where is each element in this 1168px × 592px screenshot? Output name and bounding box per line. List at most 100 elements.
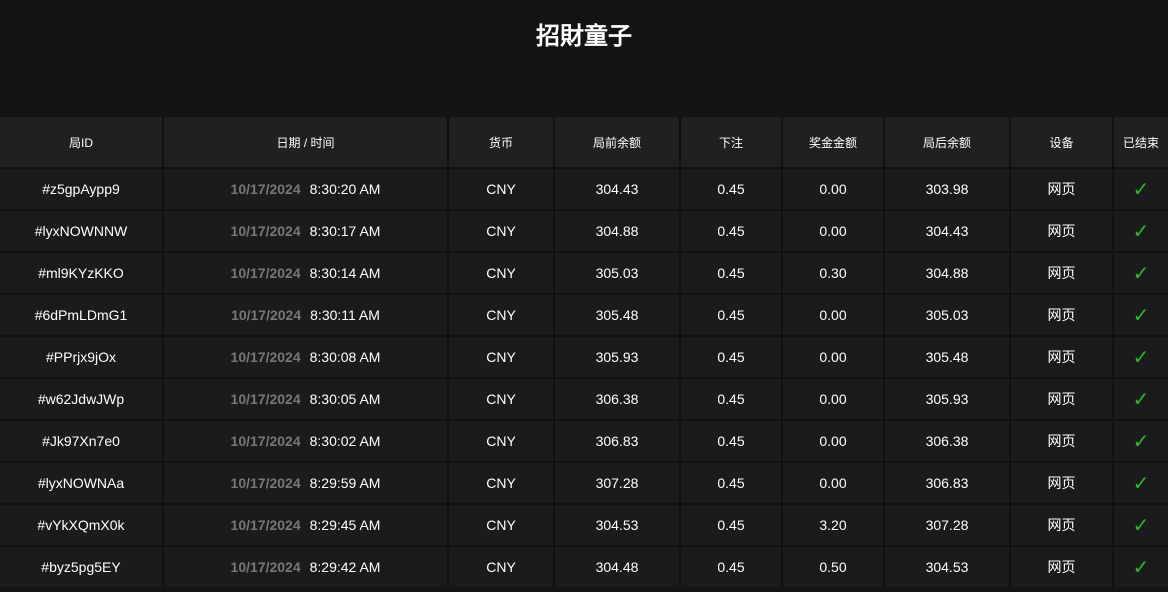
balance-after-cell: 304.88 bbox=[885, 253, 1009, 293]
header-device: 设备 bbox=[1011, 117, 1112, 167]
date: 10/17/2024 bbox=[230, 433, 301, 449]
finished-icon-cell: ✓ bbox=[1114, 295, 1168, 335]
date: 10/17/2024 bbox=[231, 307, 302, 323]
date: 10/17/2024 bbox=[230, 517, 301, 533]
datetime-cell: 10/17/2024 8:29:59 AM bbox=[164, 463, 447, 503]
device-cell: 网页 bbox=[1011, 505, 1112, 545]
finished-icon-cell: ✓ bbox=[1114, 547, 1168, 587]
date: 10/17/2024 bbox=[230, 223, 301, 239]
finished-icon-cell: ✓ bbox=[1114, 211, 1168, 251]
header-datetime: 日期 / 时间 bbox=[164, 117, 447, 167]
check-icon: ✓ bbox=[1132, 304, 1150, 327]
win-amount-cell: 0.30 bbox=[783, 253, 883, 293]
balance-before-cell: 304.88 bbox=[555, 211, 679, 251]
bet-cell: 0.45 bbox=[681, 295, 781, 335]
header-finished: 已结束 bbox=[1114, 117, 1168, 167]
currency-cell: CNY bbox=[449, 547, 553, 587]
page-title: 招財童子 bbox=[536, 23, 632, 50]
balance-after-cell: 306.38 bbox=[885, 421, 1009, 461]
round-id-cell[interactable]: #z5gpAypp9 bbox=[0, 169, 162, 209]
date: 10/17/2024 bbox=[230, 349, 301, 365]
win-amount-cell: 0.00 bbox=[783, 211, 883, 251]
currency-cell: CNY bbox=[449, 421, 553, 461]
date: 10/17/2024 bbox=[230, 391, 301, 407]
balance-before-cell: 306.83 bbox=[555, 421, 679, 461]
balance-after-cell: 304.43 bbox=[885, 211, 1009, 251]
currency-cell: CNY bbox=[449, 169, 553, 209]
device-cell: 网页 bbox=[1011, 337, 1112, 377]
balance-after-cell: 306.83 bbox=[885, 463, 1009, 503]
check-icon: ✓ bbox=[1132, 430, 1150, 453]
bet-cell: 0.45 bbox=[681, 421, 781, 461]
time: 8:30:08 AM bbox=[309, 349, 381, 365]
header-bet: 下注 bbox=[681, 117, 781, 167]
win-amount-cell: 0.00 bbox=[783, 379, 883, 419]
round-id-cell[interactable]: #byz5pg5EY bbox=[0, 547, 162, 587]
device-cell: 网页 bbox=[1011, 421, 1112, 461]
bet-cell: 0.45 bbox=[681, 253, 781, 293]
check-icon: ✓ bbox=[1132, 262, 1150, 285]
datetime-cell: 10/17/2024 8:30:02 AM bbox=[164, 421, 447, 461]
date: 10/17/2024 bbox=[230, 181, 301, 197]
round-id-cell[interactable]: #lyxNOWNAa bbox=[0, 463, 162, 503]
datetime-cell: 10/17/2024 8:30:14 AM bbox=[164, 253, 447, 293]
check-icon: ✓ bbox=[1132, 556, 1150, 579]
balance-before-cell: 307.28 bbox=[555, 463, 679, 503]
currency-cell: CNY bbox=[449, 463, 553, 503]
currency-cell: CNY bbox=[449, 295, 553, 335]
balance-after-cell: 307.28 bbox=[885, 505, 1009, 545]
header-win: 奖金金额 bbox=[783, 117, 883, 167]
balance-after-cell: 305.93 bbox=[885, 379, 1009, 419]
balance-before-cell: 304.43 bbox=[555, 169, 679, 209]
finished-icon-cell: ✓ bbox=[1114, 505, 1168, 545]
balance-before-cell: 304.53 bbox=[555, 505, 679, 545]
win-amount-cell: 0.00 bbox=[783, 463, 883, 503]
header-balance-before: 局前余额 bbox=[555, 117, 679, 167]
balance-before-cell: 305.93 bbox=[555, 337, 679, 377]
currency-cell: CNY bbox=[449, 379, 553, 419]
balance-before-cell: 306.38 bbox=[555, 379, 679, 419]
finished-icon-cell: ✓ bbox=[1114, 337, 1168, 377]
time: 8:30:05 AM bbox=[309, 391, 381, 407]
round-id-cell[interactable]: #w62JdwJWp bbox=[0, 379, 162, 419]
datetime-cell: 10/17/2024 8:29:45 AM bbox=[164, 505, 447, 545]
round-id-cell[interactable]: #ml9KYzKKO bbox=[0, 253, 162, 293]
datetime-cell: 10/17/2024 8:30:11 AM bbox=[164, 295, 447, 335]
device-cell: 网页 bbox=[1011, 253, 1112, 293]
currency-cell: CNY bbox=[449, 505, 553, 545]
round-id-cell[interactable]: #vYkXQmX0k bbox=[0, 505, 162, 545]
bet-cell: 0.45 bbox=[681, 505, 781, 545]
datetime-cell: 10/17/2024 8:30:20 AM bbox=[164, 169, 447, 209]
balance-after-cell: 304.53 bbox=[885, 547, 1009, 587]
currency-cell: CNY bbox=[449, 253, 553, 293]
win-amount-cell: 0.00 bbox=[783, 295, 883, 335]
round-id-cell[interactable]: #PPrjx9jOx bbox=[0, 337, 162, 377]
device-cell: 网页 bbox=[1011, 211, 1112, 251]
finished-icon-cell: ✓ bbox=[1114, 463, 1168, 503]
currency-cell: CNY bbox=[449, 211, 553, 251]
check-icon: ✓ bbox=[1132, 514, 1150, 537]
check-icon: ✓ bbox=[1132, 178, 1150, 201]
time: 8:30:14 AM bbox=[309, 265, 381, 281]
balance-before-cell: 305.03 bbox=[555, 253, 679, 293]
bet-cell: 0.45 bbox=[681, 337, 781, 377]
datetime-cell: 10/17/2024 8:30:05 AM bbox=[164, 379, 447, 419]
bet-cell: 0.45 bbox=[681, 547, 781, 587]
finished-icon-cell: ✓ bbox=[1114, 421, 1168, 461]
datetime-cell: 10/17/2024 8:30:17 AM bbox=[164, 211, 447, 251]
time: 8:30:17 AM bbox=[309, 223, 381, 239]
datetime-cell: 10/17/2024 8:30:08 AM bbox=[164, 337, 447, 377]
time: 8:30:02 AM bbox=[309, 433, 381, 449]
bet-cell: 0.45 bbox=[681, 379, 781, 419]
header-round-id: 局ID bbox=[0, 117, 162, 167]
check-icon: ✓ bbox=[1132, 220, 1150, 243]
device-cell: 网页 bbox=[1011, 169, 1112, 209]
balance-after-cell: 305.48 bbox=[885, 337, 1009, 377]
round-id-cell[interactable]: #lyxNOWNNW bbox=[0, 211, 162, 251]
bet-cell: 0.45 bbox=[681, 463, 781, 503]
win-amount-cell: 3.20 bbox=[783, 505, 883, 545]
date: 10/17/2024 bbox=[230, 475, 301, 491]
datetime-cell: 10/17/2024 8:29:42 AM bbox=[164, 547, 447, 587]
round-id-cell[interactable]: #6dPmLDmG1 bbox=[0, 295, 162, 335]
round-id-cell[interactable]: #Jk97Xn7e0 bbox=[0, 421, 162, 461]
